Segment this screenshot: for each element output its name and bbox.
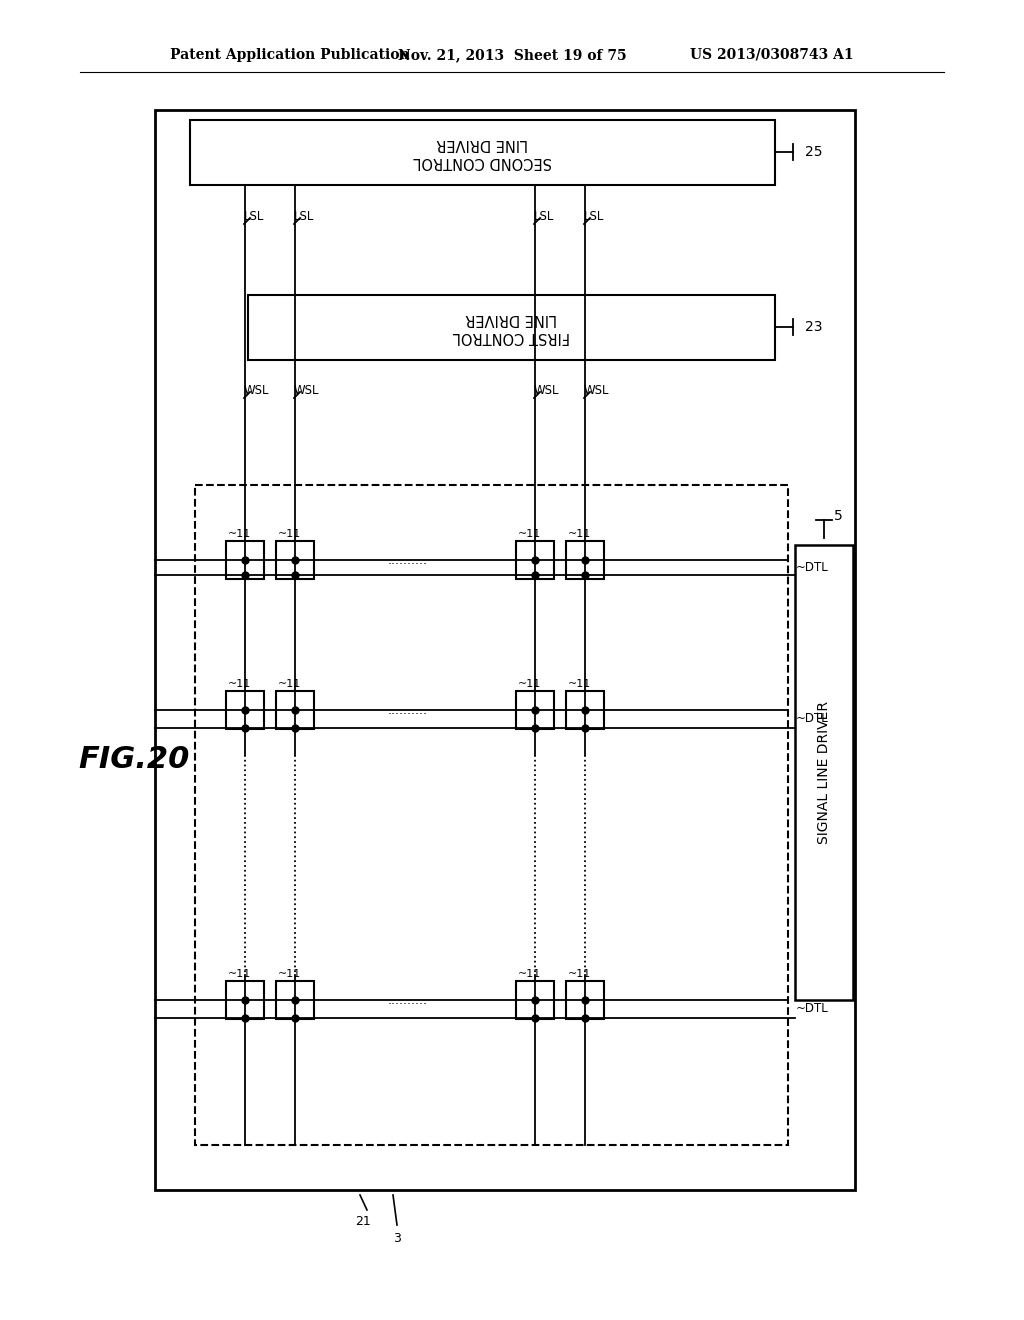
- Text: Nov. 21, 2013  Sheet 19 of 75: Nov. 21, 2013 Sheet 19 of 75: [397, 48, 627, 62]
- Text: ~11: ~11: [228, 678, 251, 689]
- Text: FIG.20: FIG.20: [78, 746, 189, 775]
- Text: ~11: ~11: [278, 529, 301, 539]
- Text: SECOND CONTROL
LINE DRIVER: SECOND CONTROL LINE DRIVER: [414, 136, 552, 169]
- Bar: [276, 690, 314, 729]
- Bar: [226, 690, 264, 729]
- Text: ~11: ~11: [278, 678, 301, 689]
- Text: ..........: ..........: [388, 994, 428, 1006]
- Text: SIGNAL LINE DRIVER: SIGNAL LINE DRIVER: [817, 701, 831, 843]
- Bar: [795, 545, 853, 1001]
- Text: 3: 3: [393, 1232, 401, 1245]
- Text: LSL: LSL: [584, 210, 604, 223]
- Bar: [516, 981, 554, 1019]
- Bar: [276, 541, 314, 579]
- Text: ~11: ~11: [568, 529, 591, 539]
- Bar: [195, 484, 788, 1144]
- Bar: [566, 690, 604, 729]
- Text: ~11: ~11: [228, 529, 251, 539]
- Text: ~11: ~11: [228, 969, 251, 979]
- Text: ~11: ~11: [518, 969, 542, 979]
- Text: ~11: ~11: [518, 678, 542, 689]
- Bar: [248, 294, 775, 360]
- Bar: [226, 541, 264, 579]
- Text: 25: 25: [805, 145, 822, 158]
- Text: ..........: ..........: [388, 553, 428, 566]
- Text: WSL: WSL: [294, 384, 319, 397]
- Text: ~DTL: ~DTL: [796, 1002, 828, 1015]
- Bar: [190, 120, 775, 185]
- Bar: [516, 690, 554, 729]
- Bar: [155, 110, 855, 1191]
- Text: ~11: ~11: [278, 969, 301, 979]
- Bar: [566, 981, 604, 1019]
- Bar: [566, 541, 604, 579]
- Text: 5: 5: [834, 510, 843, 523]
- Text: FIRST CONTROL
LINE DRIVER: FIRST CONTROL LINE DRIVER: [453, 312, 570, 343]
- Text: Patent Application Publication: Patent Application Publication: [170, 48, 410, 62]
- Text: WSL: WSL: [584, 384, 609, 397]
- Text: ~11: ~11: [518, 529, 542, 539]
- Bar: [516, 541, 554, 579]
- Text: 21: 21: [355, 1214, 371, 1228]
- Text: LSL: LSL: [244, 210, 264, 223]
- Text: ~DTL: ~DTL: [796, 713, 828, 726]
- Bar: [226, 981, 264, 1019]
- Text: ~11: ~11: [568, 969, 591, 979]
- Text: LSL: LSL: [534, 210, 554, 223]
- Text: LSL: LSL: [294, 210, 314, 223]
- Text: ~11: ~11: [568, 678, 591, 689]
- Text: 23: 23: [805, 319, 822, 334]
- Bar: [276, 981, 314, 1019]
- Text: US 2013/0308743 A1: US 2013/0308743 A1: [690, 48, 854, 62]
- Text: ..........: ..........: [388, 704, 428, 717]
- Text: WSL: WSL: [534, 384, 559, 397]
- Text: WSL: WSL: [244, 384, 269, 397]
- Text: ~DTL: ~DTL: [796, 561, 828, 574]
